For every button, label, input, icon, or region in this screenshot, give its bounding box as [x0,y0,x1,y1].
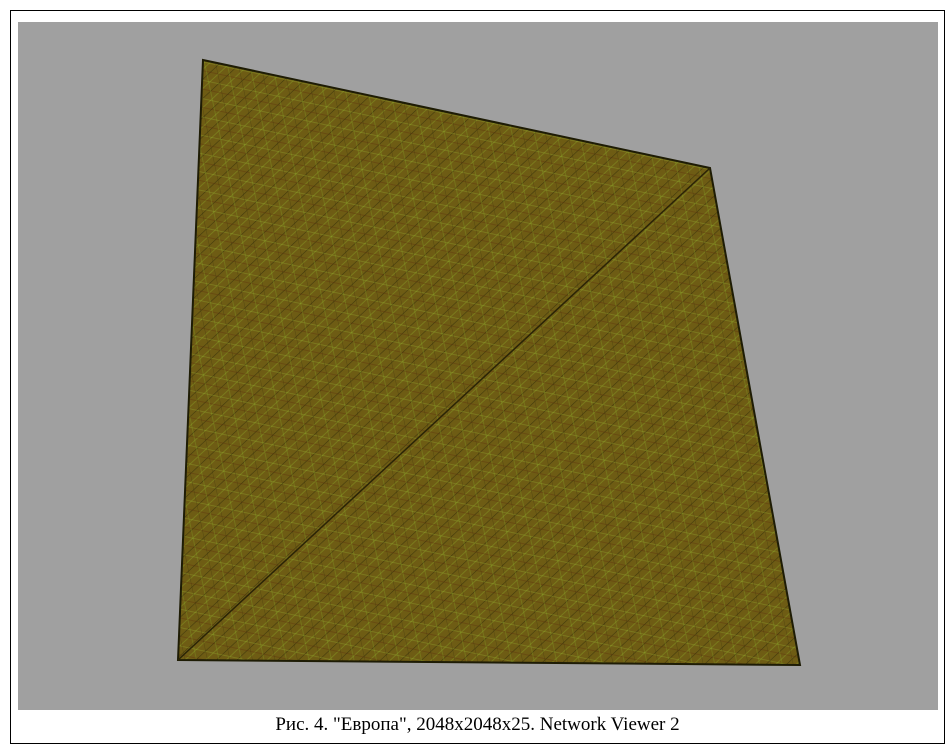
figure-caption: Рис. 4. "Европа", 2048x2048x25. Network … [10,714,945,736]
viewer-render [18,22,938,710]
page: Рис. 4. "Европа", 2048x2048x25. Network … [0,0,947,746]
